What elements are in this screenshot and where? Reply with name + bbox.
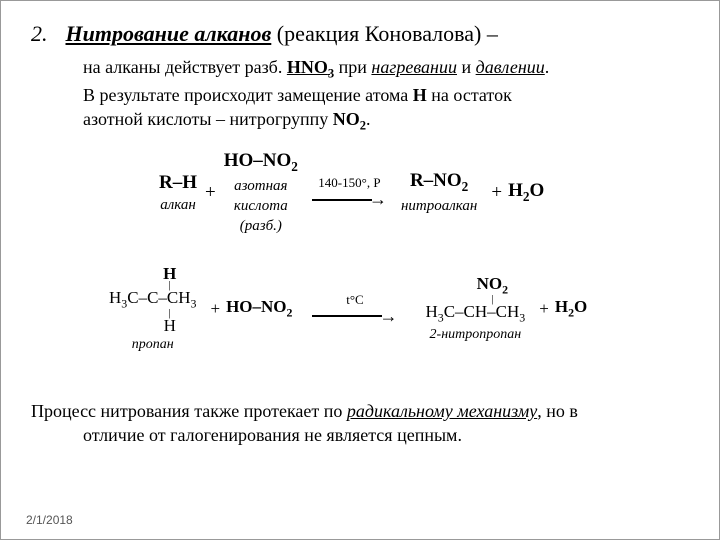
reaction-arrow: 140-150°, P (312, 175, 387, 211)
nitropropane-struct: NO2 | H3C–CH–CH3 2-нитропропан (425, 275, 525, 343)
item-number: 2. (31, 21, 48, 47)
reagent-hono2: HO–NO2 (226, 297, 292, 320)
reaction-arrow-2: t°C (312, 292, 397, 327)
propane-equation: H | H3C–C–CH3 | H пропан + HO–NO2 t°C NO… (101, 265, 689, 352)
product-water-2: H2O (555, 297, 587, 320)
propane-struct: H | H3C–C–CH3 | H пропан (109, 265, 196, 352)
product-nitroalkane: R–NO2 нитроалкан (401, 170, 477, 215)
title-main: Нитрование алканов (66, 21, 272, 46)
title-note: (реакция Коновалова) – (277, 21, 498, 46)
reactant-alkane: R–H алкан (159, 172, 197, 214)
footer-note: Процесс нитрования также протекает по ра… (31, 399, 689, 448)
heading: 2. Нитрование алканов (реакция Коновалов… (31, 21, 689, 47)
description: на алканы действует разб. HNO3 при нагре… (83, 55, 689, 134)
title: Нитрование алканов (реакция Коновалова) … (66, 21, 498, 47)
reactant-acid: HO–NO2 азотная кислота (разб.) (224, 150, 298, 235)
slide-date: 2/1/2018 (26, 513, 73, 527)
product-water: H2O (508, 180, 544, 205)
general-equation: R–H алкан + HO–NO2 азотная кислота (разб… (151, 150, 689, 235)
